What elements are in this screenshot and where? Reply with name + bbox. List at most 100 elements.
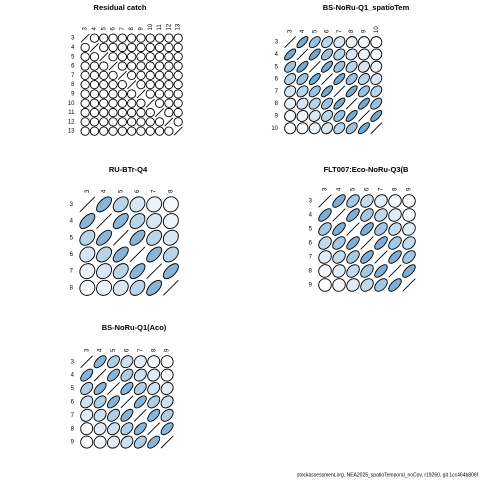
correlation-ellipse	[93, 355, 107, 369]
correlation-ellipse	[79, 213, 96, 230]
correlation-ellipse	[346, 278, 360, 292]
row-label: 10	[68, 101, 75, 107]
correlation-line	[333, 85, 346, 98]
correlation-line	[99, 52, 109, 62]
correlation-line	[358, 110, 370, 122]
correlation-ellipse	[374, 278, 388, 292]
correlation-ellipse	[99, 126, 109, 136]
correlation-ellipse	[333, 97, 346, 110]
correlation-ellipse	[346, 264, 360, 278]
correlation-ellipse	[402, 222, 416, 236]
row-label: 4	[275, 52, 279, 58]
correlation-line	[321, 73, 333, 85]
row-label: 9	[71, 92, 75, 98]
row-label: 9	[275, 114, 279, 120]
correlation-ellipse	[89, 126, 100, 136]
correlation-ellipse	[333, 122, 346, 135]
correlation-ellipse	[357, 85, 370, 98]
correlation-ellipse	[360, 250, 374, 264]
correlation-ellipse	[162, 213, 179, 230]
correlation-line	[360, 236, 374, 250]
correlation-ellipse	[345, 73, 358, 86]
correlation-ellipse	[321, 97, 334, 110]
correlation-ellipse	[145, 117, 155, 127]
correlation-ellipse	[318, 208, 332, 222]
correlation-ellipse	[357, 73, 370, 86]
correlation-ellipse	[357, 48, 370, 61]
correlation-ellipse	[164, 89, 174, 99]
column-label: 9	[165, 348, 171, 352]
correlation-ellipse	[308, 97, 321, 110]
correlation-line	[388, 264, 402, 278]
column-label: 4	[300, 29, 306, 33]
correlation-ellipse	[332, 194, 346, 208]
correlation-ellipse	[80, 382, 94, 395]
correlation-ellipse	[296, 97, 309, 110]
correlation-ellipse	[374, 264, 388, 278]
row-label: 4	[309, 213, 313, 219]
correlation-ellipse	[154, 33, 165, 43]
correlation-ellipse	[120, 368, 134, 382]
correlation-line	[145, 98, 155, 108]
correlation-ellipse	[332, 278, 346, 292]
row-label: 11	[68, 110, 75, 116]
row-label: 3	[275, 40, 279, 46]
row-label: 7	[70, 269, 74, 275]
correlation-ellipse	[402, 194, 416, 208]
correlation-ellipse	[127, 52, 137, 62]
correlation-ellipse	[112, 263, 129, 280]
correlation-ellipse	[318, 236, 332, 250]
correlation-ellipse	[296, 73, 309, 86]
correlation-ellipse	[127, 107, 137, 118]
correlation-ellipse	[333, 48, 346, 61]
row-label: 3	[309, 199, 313, 205]
correlation-ellipse	[284, 85, 297, 98]
correlation-ellipse	[145, 89, 155, 99]
column-label: 9	[362, 29, 368, 33]
column-label: 12	[166, 23, 172, 30]
correlation-ellipse	[318, 264, 332, 278]
correlation-ellipse	[112, 213, 129, 230]
correlation-ellipse	[321, 109, 334, 122]
correlation-line	[108, 61, 118, 71]
correlation-ellipse	[108, 107, 118, 118]
correlation-ellipse	[154, 70, 165, 80]
column-label: 8	[151, 348, 157, 352]
row-label: 3	[71, 359, 75, 365]
correlation-ellipse	[173, 80, 183, 90]
correlation-ellipse	[93, 382, 107, 395]
correlation-ellipse	[89, 117, 100, 127]
row-label: 7	[71, 73, 75, 79]
correlation-ellipse	[79, 263, 96, 280]
correlation-ellipse	[164, 61, 174, 71]
correlation-ellipse	[117, 126, 127, 136]
correlation-ellipse	[374, 208, 388, 222]
correlation-ellipse	[80, 126, 90, 136]
correlation-ellipse	[89, 52, 100, 62]
column-label: 8	[349, 29, 355, 33]
correlation-ellipse	[402, 236, 416, 250]
correlation-line	[107, 382, 120, 395]
correlation-ellipse	[318, 222, 332, 236]
correlation-ellipse	[345, 48, 358, 61]
column-label: 3	[84, 348, 90, 352]
correlation-line	[164, 117, 174, 127]
correlation-ellipse	[164, 52, 174, 62]
correlation-line	[129, 246, 146, 263]
row-label: 9	[71, 440, 75, 446]
correlation-ellipse	[332, 264, 346, 278]
correlation-ellipse	[136, 126, 146, 136]
correlation-line	[127, 80, 137, 90]
row-label: 6	[71, 399, 75, 405]
correlation-ellipse	[346, 250, 360, 264]
correlation-ellipse	[93, 408, 107, 422]
correlation-ellipse	[296, 60, 309, 73]
correlation-ellipse	[173, 61, 183, 71]
correlation-ellipse	[360, 278, 374, 292]
correlation-ellipse	[402, 208, 416, 222]
correlation-ellipse	[120, 355, 134, 369]
correlation-ellipse	[117, 80, 127, 90]
correlation-ellipse	[345, 109, 358, 122]
